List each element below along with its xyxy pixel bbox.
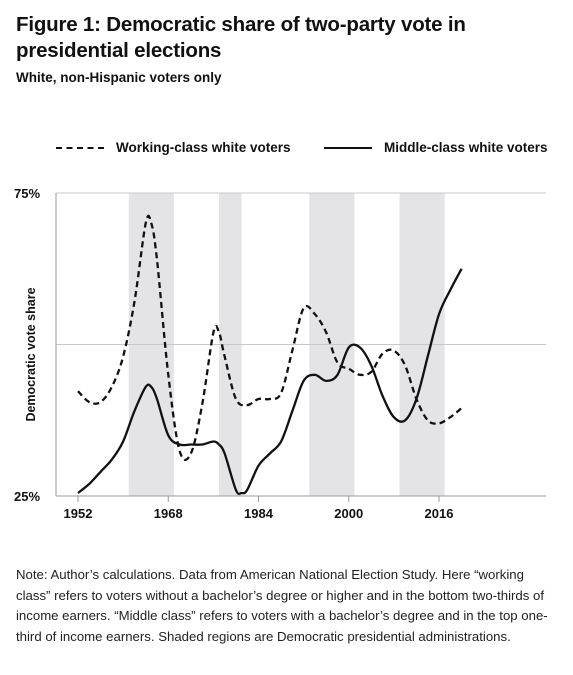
y-tick-label: 75%: [14, 186, 40, 201]
legend-swatch-solid: [324, 146, 372, 149]
legend-swatch-dashed: [56, 146, 104, 149]
series-line-working-class: [77, 214, 463, 462]
legend: Working-class white voters Middle-class …: [0, 140, 573, 160]
x-tick-label: 1952: [64, 506, 93, 521]
chart-subtitle: White, non-Hispanic voters only: [16, 70, 222, 85]
legend-label-working-class: Working-class white voters: [116, 140, 291, 155]
y-axis-title: Democratic vote share: [24, 287, 38, 421]
legend-item-middle-class: Middle-class white voters: [324, 140, 548, 155]
y-tick-label: 25%: [14, 489, 40, 504]
x-tick-label: 1984: [244, 506, 274, 521]
series-line-middle-class: [77, 268, 463, 496]
legend-item-working-class: Working-class white voters: [56, 140, 291, 155]
legend-label-middle-class: Middle-class white voters: [384, 140, 548, 155]
chart-title: Figure 1: Democratic share of two-party …: [16, 13, 466, 62]
x-tick-label: 2000: [334, 506, 363, 521]
x-tick-label: 2016: [425, 506, 454, 521]
footnote: Note: Author’s calculations. Data from A…: [16, 567, 548, 644]
x-tick-label: 1968: [154, 506, 183, 521]
line-chart: 25% 75% 1952 1968 1984 2000 2016 Democratic vot…: [14, 186, 546, 521]
